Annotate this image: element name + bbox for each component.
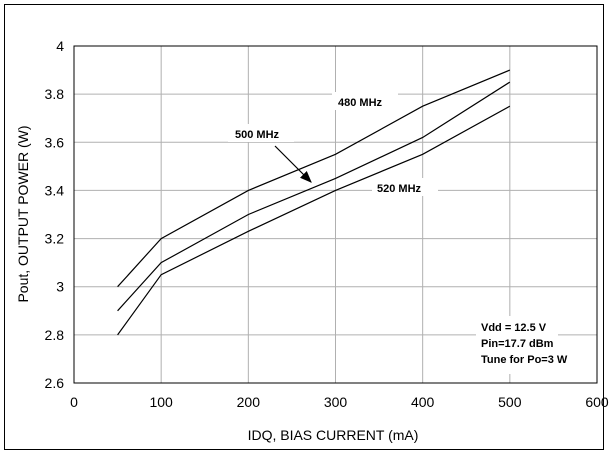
annotation-arrow: [274, 145, 312, 183]
x-axis-title: IDQ, BIAS CURRENT (mA): [248, 427, 419, 443]
annotation-480: 480 MHz: [332, 92, 398, 110]
series-line-2: [117, 105, 511, 336]
y-tick-label: 3.4: [45, 182, 65, 198]
chart-frame: [4, 4, 604, 450]
x-tick-label: 400: [411, 394, 435, 410]
series-line-1: [117, 81, 511, 312]
y-axis-title: Pout, OUTPUT POWER (W): [15, 125, 31, 302]
annotation-500: 500 MHz: [228, 124, 312, 183]
y-tick-label: 3.2: [45, 231, 65, 247]
condition-vdd: Vdd = 12.5 V: [481, 322, 547, 334]
series-label-480: 480 MHz: [338, 97, 383, 109]
series-line-0: [117, 69, 511, 288]
condition-tune: Tune for Po=3 W: [481, 354, 568, 366]
x-tick-label: 200: [237, 394, 261, 410]
y-tick-label: 4: [56, 38, 64, 54]
x-tick-label: 600: [585, 394, 609, 410]
y-tick-label: 2.6: [45, 375, 65, 391]
annotation-520: 520 MHz: [372, 178, 438, 196]
conditions-box: Vdd = 12.5 V Pin=17.7 dBm Tune for Po=3 …: [476, 316, 568, 374]
y-tick-label: 3.6: [45, 134, 65, 150]
plot-area: [73, 45, 598, 384]
x-tick-label: 0: [70, 394, 78, 410]
y-tick-label: 3: [56, 279, 64, 295]
x-tick-label: 100: [149, 394, 173, 410]
x-tick-label: 300: [324, 394, 348, 410]
condition-pin: Pin=17.7 dBm: [481, 338, 554, 350]
y-tick-label: 3.8: [45, 86, 65, 102]
y-tick-label: 2.8: [45, 327, 65, 343]
x-tick-label: 500: [498, 394, 522, 410]
series-label-500: 500 MHz: [235, 129, 280, 141]
series-layer: [117, 69, 511, 336]
series-label-520: 520 MHz: [377, 183, 422, 195]
tick-labels: 0 100 200 300 400 500 600 2.6 2.8 3 3.2 3.4 3.6 3.8 4: [45, 38, 609, 410]
